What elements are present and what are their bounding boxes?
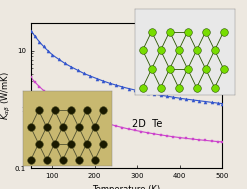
X-axis label: Temperature (K): Temperature (K) (93, 185, 161, 189)
Y-axis label: $K_{\alpha\beta}$ (W/mK): $K_{\alpha\beta}$ (W/mK) (0, 71, 13, 120)
Text: 2D  Te: 2D Te (132, 119, 163, 129)
Text: 2D  Se: 2D Se (146, 41, 178, 51)
